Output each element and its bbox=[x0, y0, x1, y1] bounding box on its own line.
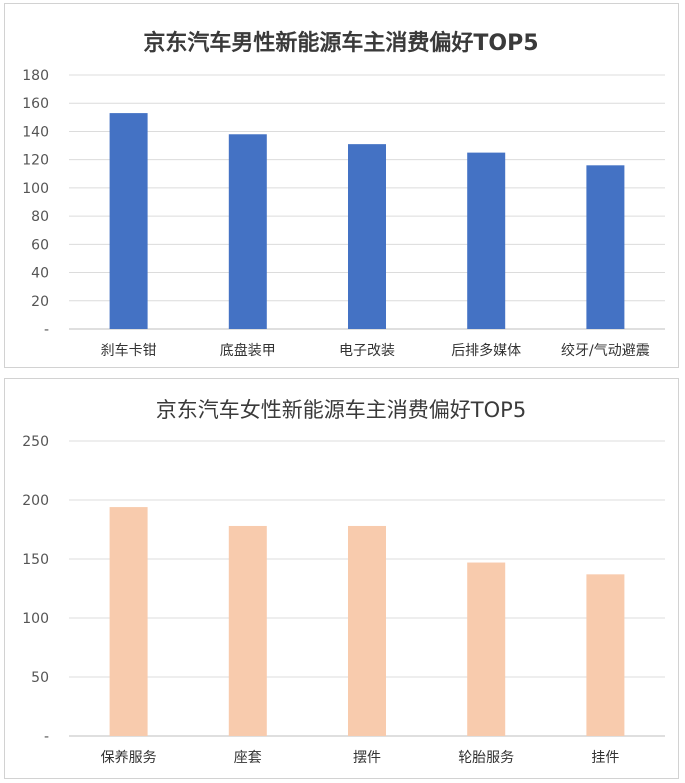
y-tick-label: 100 bbox=[22, 181, 49, 197]
bar bbox=[348, 525, 386, 736]
x-category-label: 保养服务 bbox=[101, 750, 157, 766]
x-category-label: 摆件 bbox=[353, 750, 381, 766]
y-tick-label: - bbox=[44, 729, 49, 745]
y-tick-label: 250 bbox=[22, 434, 49, 450]
y-tick-label: - bbox=[44, 322, 49, 338]
x-category-label: 绞牙/气动避震 bbox=[561, 342, 650, 359]
x-category-label: 刹车卡钳 bbox=[101, 342, 157, 359]
male-chart-panel: 京东汽车男性新能源车主消费偏好TOP5 - 20 40 60 80 100 120 140 16… bbox=[4, 3, 679, 368]
bar bbox=[228, 134, 267, 329]
x-category-label: 底盘装甲 bbox=[220, 342, 276, 359]
y-tick-label: 200 bbox=[22, 493, 49, 509]
bar bbox=[467, 152, 506, 329]
bar bbox=[586, 574, 625, 736]
female-consumption-chart: 京东汽车女性新能源车主消费偏好TOP5 - 50 100 150 200 250 保养服务 座… bbox=[22, 398, 665, 766]
x-category-label: 电子改装 bbox=[339, 343, 395, 359]
x-category-label: 挂件 bbox=[591, 750, 619, 766]
female-chart-panel: 京东汽车女性新能源车主消费偏好TOP5 - 50 100 150 200 250 保养服务 座… bbox=[4, 378, 679, 779]
male-consumption-chart: 京东汽车男性新能源车主消费偏好TOP5 - 20 40 60 80 100 120 140 16… bbox=[22, 30, 665, 359]
y-tick-label: 180 bbox=[22, 68, 49, 84]
y-tick-label: 140 bbox=[22, 124, 49, 140]
y-tick-label: 20 bbox=[31, 294, 49, 310]
bar bbox=[467, 562, 506, 736]
y-tick-label: 80 bbox=[31, 209, 49, 225]
y-tick-label: 60 bbox=[31, 237, 49, 253]
y-tick-label: 50 bbox=[31, 670, 49, 686]
x-category-label: 后排多媒体 bbox=[451, 342, 521, 359]
y-tick-label: 100 bbox=[22, 611, 49, 627]
bar bbox=[348, 144, 386, 329]
x-category-label: 座套 bbox=[234, 750, 262, 766]
chart-title: 京东汽车男性新能源车主消费偏好TOP5 bbox=[143, 30, 538, 56]
y-tick-label: 160 bbox=[22, 96, 49, 112]
y-tick-label: 120 bbox=[22, 153, 49, 169]
bar bbox=[109, 113, 148, 329]
bar bbox=[109, 507, 148, 736]
x-category-label: 轮胎服务 bbox=[458, 750, 514, 766]
y-tick-label: 150 bbox=[22, 552, 49, 568]
bar bbox=[586, 165, 625, 329]
y-tick-label: 40 bbox=[31, 266, 49, 282]
bar bbox=[228, 525, 267, 736]
chart-title: 京东汽车女性新能源车主消费偏好TOP5 bbox=[156, 398, 526, 422]
